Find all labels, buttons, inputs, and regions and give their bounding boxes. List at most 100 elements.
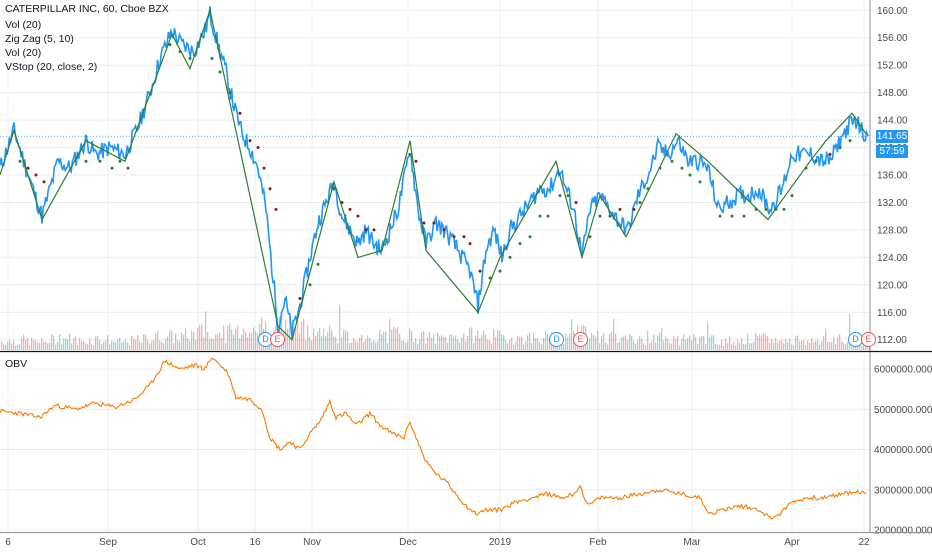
x-tick-label-1: Sep: [99, 537, 117, 548]
vstop-point: [432, 221, 436, 225]
dividend-badge[interactable]: D: [549, 332, 564, 347]
volume-bar: [767, 336, 769, 350]
earnings-badge[interactable]: E: [861, 332, 876, 347]
earnings-badge[interactable]: E: [270, 332, 285, 347]
volume-bar: [669, 342, 671, 350]
vstop-point: [348, 207, 352, 211]
vstop-point: [468, 242, 472, 246]
volume-bar: [9, 339, 11, 350]
volume-bar: [355, 340, 357, 350]
volume-bar: [101, 343, 103, 350]
legend-indicator-zigzag[interactable]: Zig Zag (5, 10): [5, 33, 74, 45]
volume-bar: [201, 324, 203, 350]
price-tick-label-1: 156.00: [877, 33, 908, 44]
volume-bar: [77, 344, 79, 350]
volume-bar: [725, 337, 727, 350]
volume-bar: [431, 337, 433, 350]
volume-bar: [307, 325, 309, 350]
volume-bar: [713, 335, 715, 350]
volume-bar: [71, 343, 73, 350]
volume-bar: [711, 335, 713, 350]
volume-bar: [791, 344, 793, 350]
volume-bar: [143, 334, 145, 350]
volume-bar: [695, 337, 697, 350]
volume-bar: [99, 340, 101, 350]
volume-bar: [477, 330, 479, 350]
volume-bar: [301, 321, 303, 350]
x-tick-label-9: Apr: [784, 537, 800, 548]
volume-bar: [29, 345, 31, 350]
legend-indicator-volume-1[interactable]: Vol (20): [5, 19, 42, 31]
volume-bar: [315, 336, 317, 350]
volume-bar: [741, 338, 743, 350]
vstop-point: [588, 235, 592, 239]
vstop-point: [452, 235, 456, 239]
volume-bar: [55, 344, 57, 350]
volume-bar: [723, 345, 725, 350]
volume-bar: [111, 340, 113, 350]
volume-bar: [213, 338, 215, 350]
volume-bar: [747, 333, 749, 350]
vstop-point: [168, 43, 172, 47]
volume-bar: [777, 342, 779, 350]
volume-bar: [707, 322, 709, 350]
volume-bar: [705, 343, 707, 350]
volume-bar: [465, 340, 467, 350]
volume-bar: [79, 337, 81, 350]
volume-bar: [537, 338, 539, 350]
volume-bar: [413, 341, 415, 350]
volume-bar: [257, 333, 259, 350]
volume-bar: [749, 343, 751, 350]
vstop-point: [632, 207, 636, 211]
price-tick-label-7: 132.00: [877, 198, 908, 209]
volume-bar: [447, 342, 449, 350]
volume-bar: [347, 331, 349, 350]
obv-tick-label-0: 6000000.0000: [874, 365, 932, 376]
earnings-badge[interactable]: E: [573, 332, 588, 347]
volume-bar: [391, 329, 393, 350]
volume-bar: [727, 343, 729, 350]
volume-bar: [769, 342, 771, 350]
vstop-point: [774, 207, 778, 211]
volume-bar: [453, 336, 455, 350]
volume-bar: [825, 329, 827, 350]
vstop-point: [538, 214, 542, 218]
volume-bar: [675, 339, 677, 350]
volume-bar: [405, 343, 407, 350]
volume-bar: [375, 342, 377, 350]
vstop-point: [372, 228, 376, 232]
volume-bar: [599, 343, 601, 350]
volume-bar: [745, 344, 747, 350]
volume-bar: [47, 343, 49, 350]
legend-symbol-line[interactable]: CATERPILLAR INC, 60, Cboe BZX: [5, 3, 169, 15]
volume-bar: [295, 325, 297, 350]
obv-series-line: [0, 357, 867, 520]
volume-bar: [229, 324, 231, 350]
volume-bar: [495, 336, 497, 350]
price-tick-label-12: 112.00: [877, 335, 907, 346]
volume-bar: [607, 344, 609, 350]
volume-bar: [483, 330, 485, 350]
volume-bar: [443, 337, 445, 350]
vstop-point: [210, 56, 214, 60]
volume-bar: [655, 342, 657, 350]
legend-indicator-vstop[interactable]: VStop (20, close, 2): [5, 61, 98, 73]
obv-pane-label[interactable]: OBV: [5, 358, 28, 370]
volume-bar: [731, 344, 733, 350]
volume-bar: [679, 345, 681, 350]
vstop-point: [488, 276, 492, 280]
vstop-point: [698, 180, 702, 184]
vstop-point: [408, 152, 412, 156]
vstop-point: [782, 207, 786, 211]
volume-bar: [829, 342, 831, 350]
price-tick-label-6: 136.00: [877, 171, 908, 182]
legend-indicator-volume-2[interactable]: Vol (20): [5, 47, 42, 59]
volume-bar: [417, 344, 419, 350]
volume-bar: [779, 341, 781, 350]
vstop-point: [248, 139, 252, 143]
volume-bar: [61, 344, 63, 350]
volume-bar: [53, 335, 55, 350]
vstop-point: [26, 166, 30, 170]
volume-bar: [15, 345, 17, 350]
volume-bar: [457, 339, 459, 350]
